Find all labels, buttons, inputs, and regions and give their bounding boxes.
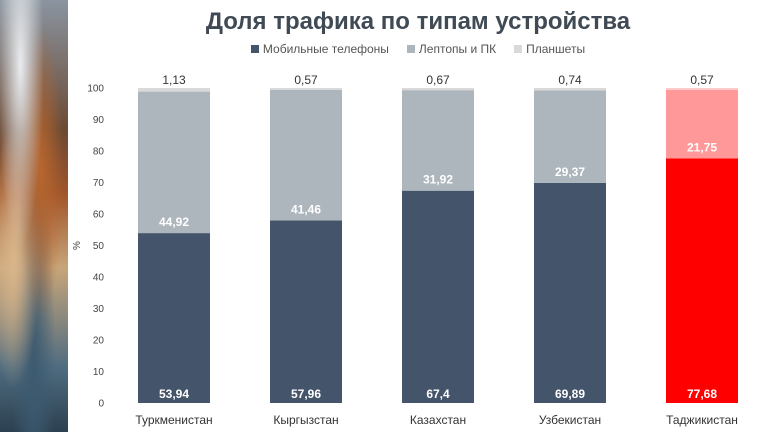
legend-label-tablets: Планшеты — [526, 42, 586, 56]
legend-item-tablets: Планшеты — [514, 42, 585, 56]
bar-segment — [666, 89, 738, 159]
legend-label-mobile: Мобильные телефоны — [262, 42, 389, 56]
legend-swatch-laptops — [406, 45, 415, 53]
data-label: 69,89 — [555, 387, 585, 401]
bar-segment — [534, 88, 606, 91]
bar-segment — [138, 91, 210, 234]
x-tick-label: Казахстан — [410, 413, 466, 427]
y-tick-label: 30 — [93, 304, 105, 315]
legend-item-laptops: Лептопы и ПК — [406, 42, 497, 56]
x-tick-label: Туркменистан — [135, 413, 212, 427]
data-label: 77,68 — [687, 387, 717, 401]
data-label: 0,74 — [558, 73, 582, 87]
legend-swatch-tablets — [514, 45, 523, 53]
y-tick-label: 20 — [93, 336, 105, 347]
bar-segment — [270, 89, 342, 221]
y-tick-label: 70 — [93, 178, 105, 189]
chart-title: Доля трафика по типам устройства — [205, 8, 631, 35]
y-tick-label: 90 — [93, 115, 105, 126]
bar-segment — [666, 158, 738, 403]
data-label: 31,92 — [423, 173, 453, 187]
data-label: 1,13 — [162, 73, 186, 87]
data-label: 0,67 — [426, 73, 450, 87]
bar-segment — [270, 88, 342, 90]
y-tick-label: 100 — [87, 84, 104, 95]
data-label: 0,57 — [690, 73, 714, 87]
bar-segment — [402, 90, 474, 191]
bar-segment — [402, 190, 474, 403]
legend-label-laptops: Лептопы и ПК — [418, 42, 497, 56]
bar-segment — [534, 182, 606, 403]
data-label: 21,75 — [687, 140, 717, 154]
chart-legend: Мобильные телефоны Лептопы и ПК Планшеты — [68, 42, 768, 56]
y-tick-label: 60 — [93, 210, 105, 221]
legend-swatch-mobile — [250, 45, 259, 53]
y-tick-label: 50 — [93, 241, 105, 252]
data-label: 57,96 — [291, 387, 321, 401]
bar-segment — [138, 233, 210, 403]
data-label: 53,94 — [159, 387, 189, 401]
y-tick-label: 10 — [93, 367, 105, 378]
data-label: 41,46 — [291, 202, 321, 216]
data-label: 0,57 — [294, 73, 318, 87]
bar-segment — [666, 88, 738, 90]
x-tick-label: Узбекистан — [539, 413, 601, 427]
bar-segment — [138, 88, 210, 92]
y-tick-label: 0 — [98, 399, 104, 410]
data-label: 29,37 — [555, 165, 585, 179]
y-tick-label: 40 — [93, 273, 105, 284]
bar-segment — [402, 88, 474, 91]
data-label: 44,92 — [159, 215, 189, 229]
data-label: 67,4 — [426, 387, 450, 401]
y-tick-label: 80 — [93, 147, 105, 158]
bar-segment — [270, 220, 342, 403]
legend-item-mobile: Мобильные телефоны — [250, 42, 389, 56]
bar-segment — [534, 90, 606, 183]
decorative-mountain-image — [0, 0, 68, 432]
x-tick-label: Кыргызстан — [273, 413, 338, 427]
y-axis-label: % — [72, 241, 83, 250]
x-tick-label: Таджикистан — [666, 413, 738, 427]
